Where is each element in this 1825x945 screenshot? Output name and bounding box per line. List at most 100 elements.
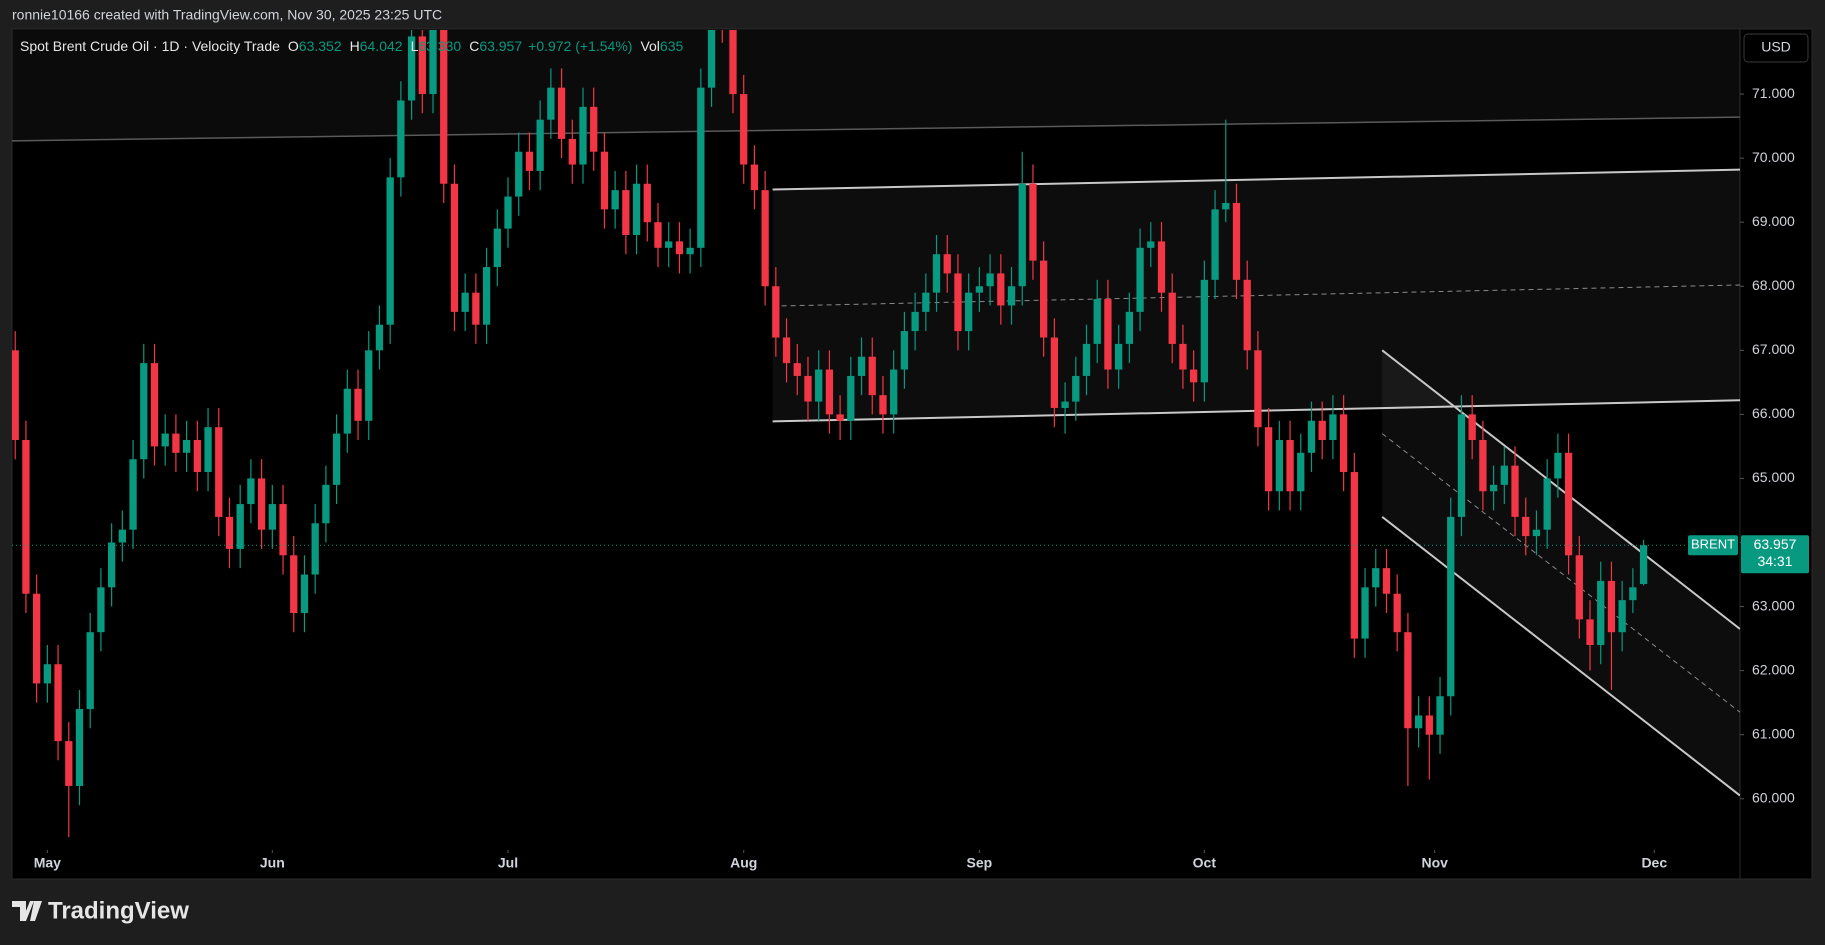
currency-button[interactable]	[1743, 33, 1809, 63]
candle-body	[215, 427, 223, 517]
candle-body	[1607, 580, 1616, 633]
candle-body	[418, 36, 426, 95]
candle-body	[365, 350, 373, 421]
candle-body	[643, 183, 651, 223]
y-tick-label: 66.000	[1752, 405, 1795, 421]
candle-body	[1007, 286, 1016, 306]
candle-body	[1115, 343, 1123, 370]
candle-body	[1372, 568, 1380, 588]
candle-body	[536, 119, 544, 171]
candle-body	[129, 459, 137, 530]
candle-body	[1264, 427, 1273, 492]
candle-body	[1072, 375, 1080, 402]
candle-body	[1157, 241, 1166, 293]
candle-body	[32, 593, 41, 684]
candle-body	[1222, 202, 1230, 210]
candle-body	[1061, 401, 1069, 408]
candle-body	[1082, 343, 1091, 376]
candle-body	[1243, 279, 1251, 351]
candle-body	[1361, 587, 1369, 639]
legend-value: 63.957	[479, 38, 522, 54]
y-tick-label: 68.000	[1752, 277, 1795, 293]
candle-body	[43, 664, 51, 684]
candle-body	[397, 100, 405, 178]
candle-body	[1318, 420, 1326, 440]
candle-body	[1275, 440, 1283, 492]
candle-body	[1286, 440, 1294, 492]
candle-body	[782, 337, 791, 364]
candle-body	[1457, 414, 1466, 517]
y-tick-label: 65.000	[1752, 469, 1795, 485]
brand: TradingView	[48, 897, 189, 924]
chart-frame	[11, 28, 1813, 880]
candle-body	[611, 190, 619, 210]
candle-body	[461, 292, 469, 312]
y-tick-label: 70.000	[1752, 149, 1795, 165]
candle-body	[729, 30, 737, 95]
legend-value: 64.042	[360, 38, 403, 54]
candle-body	[1136, 247, 1144, 312]
candle-body	[1211, 209, 1219, 280]
candle-body	[986, 273, 994, 287]
candle-body	[1179, 343, 1187, 370]
legend-key: C	[469, 38, 479, 54]
y-tick-label: 69.000	[1752, 213, 1795, 229]
candle-body	[900, 331, 909, 370]
candle-body	[1639, 545, 1648, 585]
candle-body	[450, 183, 459, 312]
candle-body	[1329, 414, 1337, 440]
currency[interactable]: USD	[1761, 39, 1791, 55]
x-tick-label: May	[34, 855, 61, 871]
candle-body	[1200, 279, 1208, 383]
candle-body	[1050, 337, 1059, 408]
candle-body	[375, 324, 384, 351]
candle-body	[1404, 632, 1412, 729]
candle-body	[825, 369, 834, 415]
candle-body	[632, 183, 641, 235]
candle-body	[1393, 593, 1401, 633]
candle-body	[107, 542, 116, 588]
price-label-box	[1741, 535, 1809, 574]
candle-body	[97, 587, 105, 633]
candle-body	[997, 273, 1005, 306]
x-tick-label: Jun	[260, 855, 285, 871]
symbol-label: BRENT	[1691, 537, 1735, 552]
candle-body	[622, 190, 630, 235]
legend-value: 63.330	[418, 38, 461, 54]
y-tick-label: 63.000	[1752, 597, 1795, 613]
candle-body	[707, 30, 716, 88]
candle-body	[1543, 478, 1551, 530]
y-tick-label: 60.000	[1752, 789, 1795, 805]
candle-body	[879, 395, 887, 415]
candle-body	[440, 30, 448, 184]
countdown: 34:31	[1757, 553, 1792, 569]
candle-body	[504, 196, 512, 229]
candle-body	[804, 375, 812, 402]
candle-body	[1382, 568, 1391, 594]
candle-body	[1511, 465, 1519, 517]
candle-body	[675, 241, 684, 255]
candle-body	[740, 94, 748, 165]
candle-body	[868, 356, 876, 396]
legend-key: L	[411, 38, 419, 54]
candle-body	[268, 504, 276, 530]
legend-key: Vol	[640, 38, 659, 54]
candle-body	[1425, 715, 1433, 735]
candle-body	[557, 87, 566, 139]
candle-body	[922, 292, 930, 312]
candle-body	[332, 433, 341, 485]
candle-body	[890, 369, 898, 415]
candle-body	[322, 484, 330, 524]
candle-body	[911, 311, 919, 332]
candle-body	[1125, 311, 1134, 344]
candle-body	[279, 504, 287, 556]
candle-body	[472, 292, 480, 325]
candle-body	[1618, 600, 1626, 633]
candle-body	[847, 375, 855, 421]
channel-middle	[1381, 433, 1740, 713]
plot-area	[12, 30, 1740, 838]
candle-body	[1489, 484, 1498, 492]
candle-body	[1532, 529, 1541, 537]
